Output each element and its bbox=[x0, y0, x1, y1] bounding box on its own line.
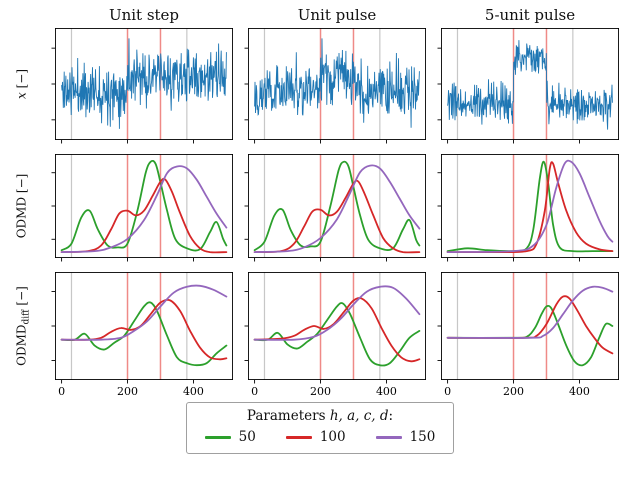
y-axis-label-odmd-diff: ODMDdiff [−] bbox=[14, 286, 32, 366]
svg-text:200: 200 bbox=[503, 385, 524, 398]
col-title-unit-pulse: Unit pulse bbox=[297, 6, 377, 24]
subplot-odmd-unit-pulse bbox=[244, 153, 427, 262]
svg-text:400: 400 bbox=[376, 385, 397, 398]
subplot-signal-unit-step bbox=[51, 27, 234, 144]
odmd-chart bbox=[51, 153, 234, 262]
legend-item-150: 150 bbox=[375, 429, 435, 445]
svg-text:0: 0 bbox=[58, 385, 65, 398]
svg-text:400: 400 bbox=[183, 385, 204, 398]
legend-title: Parameters h, a, c, d: bbox=[246, 408, 394, 424]
svg-text:200: 200 bbox=[117, 385, 138, 398]
y-axis-label-x: x [−] bbox=[14, 68, 29, 100]
subplot-signal-unit-pulse bbox=[244, 27, 427, 144]
odmd-diff-chart: 0 200 400 bbox=[244, 271, 427, 398]
subplot-odmd-diff-unit-step: 0 200 400 bbox=[51, 271, 234, 398]
odmd-diff-chart: 0 200 400 bbox=[51, 271, 234, 398]
legend-item-100: 100 bbox=[285, 429, 346, 445]
col-title-5-unit-pulse: 5-unit pulse bbox=[484, 6, 576, 24]
subplot-signal-5-unit-pulse bbox=[437, 27, 620, 144]
odmd-chart bbox=[437, 153, 620, 262]
legend-item-50: 50 bbox=[204, 429, 256, 445]
svg-text:400: 400 bbox=[569, 385, 590, 398]
odmd-chart bbox=[244, 153, 427, 262]
subplot-grid: Unit step Unit pulse 5-unit pulse x [−] … bbox=[0, 4, 640, 398]
svg-text:200: 200 bbox=[310, 385, 331, 398]
legend: Parameters h, a, c, d: 50 100 150 bbox=[185, 402, 455, 454]
signal-chart bbox=[437, 27, 620, 144]
row-gap bbox=[6, 258, 619, 272]
subplot-odmd-diff-5-unit-pulse: 0 200 400 bbox=[437, 271, 620, 398]
row-gap bbox=[6, 140, 619, 154]
signal-chart bbox=[244, 27, 427, 144]
y-axis-label-odmd: ODMD [−] bbox=[14, 173, 29, 239]
legend-items: 50 100 150 bbox=[204, 429, 435, 445]
svg-text:0: 0 bbox=[251, 385, 258, 398]
legend-line-swatch-green bbox=[204, 435, 231, 439]
legend-line-swatch-purple bbox=[375, 435, 402, 439]
signal-chart bbox=[51, 27, 234, 144]
odmd-diff-chart: 0 200 400 bbox=[437, 271, 620, 398]
subplot-odmd-unit-step bbox=[51, 153, 234, 262]
subplot-odmd-5-unit-pulse bbox=[437, 153, 620, 262]
svg-text:0: 0 bbox=[444, 385, 451, 398]
col-title-unit-step: Unit step bbox=[108, 6, 180, 24]
corner-spacer bbox=[6, 4, 40, 28]
subplot-odmd-diff-unit-pulse: 0 200 400 bbox=[244, 271, 427, 398]
legend-line-swatch-red bbox=[285, 435, 312, 439]
